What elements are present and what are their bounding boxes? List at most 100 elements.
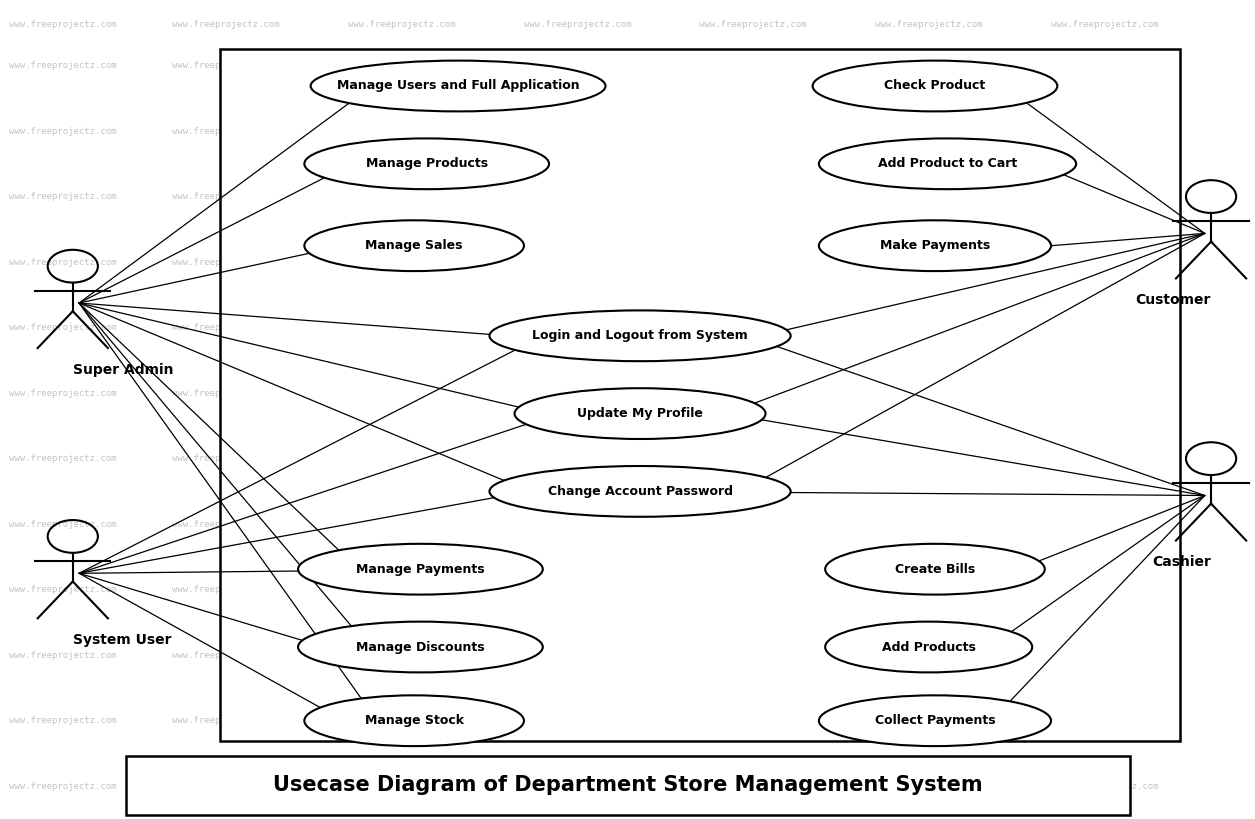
Text: www.freeprojectz.com: www.freeprojectz.com bbox=[1050, 61, 1158, 70]
Text: www.freeprojectz.com: www.freeprojectz.com bbox=[9, 127, 117, 135]
Text: www.freeprojectz.com: www.freeprojectz.com bbox=[348, 61, 456, 70]
Ellipse shape bbox=[489, 466, 791, 517]
Text: www.freeprojectz.com: www.freeprojectz.com bbox=[172, 20, 280, 29]
Text: www.freeprojectz.com: www.freeprojectz.com bbox=[9, 324, 117, 332]
Text: www.freeprojectz.com: www.freeprojectz.com bbox=[523, 651, 631, 659]
Text: www.freeprojectz.com: www.freeprojectz.com bbox=[875, 192, 983, 201]
Text: Super Admin: Super Admin bbox=[73, 363, 173, 377]
Text: www.freeprojectz.com: www.freeprojectz.com bbox=[699, 520, 807, 528]
Text: Manage Sales: Manage Sales bbox=[365, 239, 463, 252]
Text: www.freeprojectz.com: www.freeprojectz.com bbox=[348, 127, 456, 135]
Text: Create Bills: Create Bills bbox=[895, 563, 975, 576]
Text: www.freeprojectz.com: www.freeprojectz.com bbox=[9, 20, 117, 29]
Text: www.freeprojectz.com: www.freeprojectz.com bbox=[875, 61, 983, 70]
Text: www.freeprojectz.com: www.freeprojectz.com bbox=[523, 782, 631, 790]
Ellipse shape bbox=[826, 622, 1032, 672]
Text: www.freeprojectz.com: www.freeprojectz.com bbox=[172, 192, 280, 201]
Text: www.freeprojectz.com: www.freeprojectz.com bbox=[172, 651, 280, 659]
Text: Add Products: Add Products bbox=[882, 640, 975, 654]
Text: Check Product: Check Product bbox=[885, 79, 985, 93]
Text: Customer: Customer bbox=[1136, 293, 1211, 307]
Text: www.freeprojectz.com: www.freeprojectz.com bbox=[699, 782, 807, 790]
Text: www.freeprojectz.com: www.freeprojectz.com bbox=[875, 258, 983, 266]
Text: www.freeprojectz.com: www.freeprojectz.com bbox=[9, 455, 117, 463]
Text: www.freeprojectz.com: www.freeprojectz.com bbox=[875, 20, 983, 29]
Text: Manage Payments: Manage Payments bbox=[356, 563, 484, 576]
Text: Manage Products: Manage Products bbox=[365, 157, 488, 170]
Text: System User: System User bbox=[73, 633, 171, 647]
Text: Add Product to Cart: Add Product to Cart bbox=[878, 157, 1017, 170]
Text: www.freeprojectz.com: www.freeprojectz.com bbox=[9, 61, 117, 70]
Text: www.freeprojectz.com: www.freeprojectz.com bbox=[348, 389, 456, 397]
Text: Collect Payments: Collect Payments bbox=[875, 714, 995, 727]
Text: www.freeprojectz.com: www.freeprojectz.com bbox=[1050, 586, 1158, 594]
Text: www.freeprojectz.com: www.freeprojectz.com bbox=[1050, 324, 1158, 332]
Text: www.freeprojectz.com: www.freeprojectz.com bbox=[9, 717, 117, 725]
Ellipse shape bbox=[489, 310, 791, 361]
Text: www.freeprojectz.com: www.freeprojectz.com bbox=[348, 192, 456, 201]
Ellipse shape bbox=[310, 61, 606, 111]
Text: www.freeprojectz.com: www.freeprojectz.com bbox=[348, 20, 456, 29]
Text: www.freeprojectz.com: www.freeprojectz.com bbox=[523, 20, 631, 29]
Ellipse shape bbox=[820, 695, 1052, 746]
Text: www.freeprojectz.com: www.freeprojectz.com bbox=[875, 127, 983, 135]
Text: www.freeprojectz.com: www.freeprojectz.com bbox=[1050, 717, 1158, 725]
Ellipse shape bbox=[813, 61, 1058, 111]
Text: www.freeprojectz.com: www.freeprojectz.com bbox=[172, 258, 280, 266]
Text: www.freeprojectz.com: www.freeprojectz.com bbox=[875, 717, 983, 725]
Text: www.freeprojectz.com: www.freeprojectz.com bbox=[348, 717, 456, 725]
Text: Cashier: Cashier bbox=[1152, 555, 1211, 569]
Text: Login and Logout from System: Login and Logout from System bbox=[532, 329, 748, 342]
Text: Usecase Diagram of Department Store Management System: Usecase Diagram of Department Store Mana… bbox=[272, 776, 983, 795]
Ellipse shape bbox=[515, 388, 766, 439]
Text: Manage Users and Full Application: Manage Users and Full Application bbox=[336, 79, 580, 93]
Text: www.freeprojectz.com: www.freeprojectz.com bbox=[875, 520, 983, 528]
Ellipse shape bbox=[820, 220, 1052, 271]
Text: www.freeprojectz.com: www.freeprojectz.com bbox=[523, 717, 631, 725]
Text: www.freeprojectz.com: www.freeprojectz.com bbox=[523, 586, 631, 594]
Text: www.freeprojectz.com: www.freeprojectz.com bbox=[1050, 258, 1158, 266]
Text: www.freeprojectz.com: www.freeprojectz.com bbox=[172, 127, 280, 135]
Ellipse shape bbox=[820, 138, 1076, 189]
Text: www.freeprojectz.com: www.freeprojectz.com bbox=[523, 455, 631, 463]
Text: www.freeprojectz.com: www.freeprojectz.com bbox=[9, 586, 117, 594]
Text: www.freeprojectz.com: www.freeprojectz.com bbox=[699, 324, 807, 332]
Text: www.freeprojectz.com: www.freeprojectz.com bbox=[1050, 20, 1158, 29]
Text: www.freeprojectz.com: www.freeprojectz.com bbox=[172, 61, 280, 70]
Ellipse shape bbox=[305, 220, 525, 271]
Text: www.freeprojectz.com: www.freeprojectz.com bbox=[172, 717, 280, 725]
Text: www.freeprojectz.com: www.freeprojectz.com bbox=[699, 258, 807, 266]
Text: www.freeprojectz.com: www.freeprojectz.com bbox=[523, 520, 631, 528]
Text: www.freeprojectz.com: www.freeprojectz.com bbox=[1050, 651, 1158, 659]
Text: www.freeprojectz.com: www.freeprojectz.com bbox=[699, 192, 807, 201]
Text: www.freeprojectz.com: www.freeprojectz.com bbox=[699, 455, 807, 463]
Text: www.freeprojectz.com: www.freeprojectz.com bbox=[172, 782, 280, 790]
Text: www.freeprojectz.com: www.freeprojectz.com bbox=[348, 586, 456, 594]
Text: www.freeprojectz.com: www.freeprojectz.com bbox=[1050, 192, 1158, 201]
Ellipse shape bbox=[305, 138, 550, 189]
FancyBboxPatch shape bbox=[126, 756, 1130, 815]
Text: www.freeprojectz.com: www.freeprojectz.com bbox=[875, 782, 983, 790]
Text: www.freeprojectz.com: www.freeprojectz.com bbox=[9, 258, 117, 266]
Text: www.freeprojectz.com: www.freeprojectz.com bbox=[9, 651, 117, 659]
Text: Manage Discounts: Manage Discounts bbox=[356, 640, 484, 654]
Text: www.freeprojectz.com: www.freeprojectz.com bbox=[875, 651, 983, 659]
Text: www.freeprojectz.com: www.freeprojectz.com bbox=[348, 455, 456, 463]
Text: www.freeprojectz.com: www.freeprojectz.com bbox=[1050, 782, 1158, 790]
Text: www.freeprojectz.com: www.freeprojectz.com bbox=[699, 389, 807, 397]
Text: www.freeprojectz.com: www.freeprojectz.com bbox=[172, 455, 280, 463]
Text: www.freeprojectz.com: www.freeprojectz.com bbox=[9, 192, 117, 201]
Text: www.freeprojectz.com: www.freeprojectz.com bbox=[523, 61, 631, 70]
Text: www.freeprojectz.com: www.freeprojectz.com bbox=[348, 324, 456, 332]
Text: Make Payments: Make Payments bbox=[880, 239, 990, 252]
Text: www.freeprojectz.com: www.freeprojectz.com bbox=[1050, 520, 1158, 528]
Text: Update My Profile: Update My Profile bbox=[577, 407, 703, 420]
Text: www.freeprojectz.com: www.freeprojectz.com bbox=[9, 782, 117, 790]
Text: www.freeprojectz.com: www.freeprojectz.com bbox=[348, 520, 456, 528]
Text: www.freeprojectz.com: www.freeprojectz.com bbox=[1050, 127, 1158, 135]
Text: www.freeprojectz.com: www.freeprojectz.com bbox=[699, 717, 807, 725]
Ellipse shape bbox=[299, 544, 543, 595]
Text: www.freeprojectz.com: www.freeprojectz.com bbox=[875, 389, 983, 397]
Text: www.freeprojectz.com: www.freeprojectz.com bbox=[699, 651, 807, 659]
Text: www.freeprojectz.com: www.freeprojectz.com bbox=[172, 389, 280, 397]
